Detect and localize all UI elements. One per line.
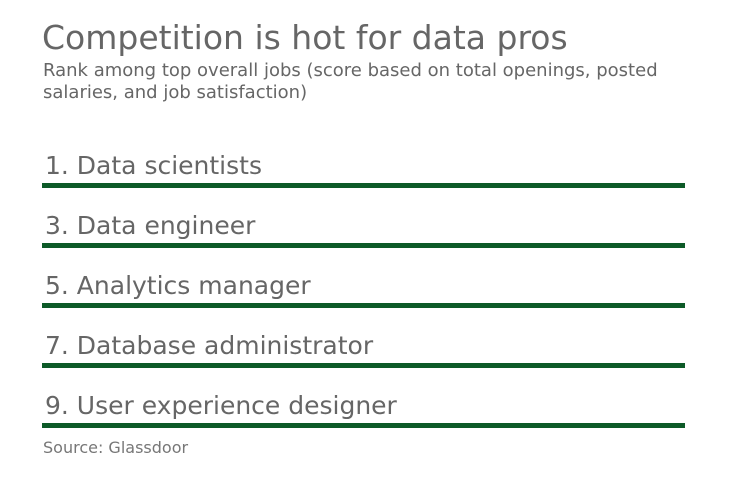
job-item: 5. Analytics manager — [42, 248, 685, 308]
job-label: 5. Analytics manager — [45, 271, 311, 300]
job-list: 1. Data scientists 3. Data engineer 5. Ana… — [42, 128, 685, 428]
job-label: 9. User experience designer — [45, 391, 397, 420]
job-label: 7. Database administrator — [45, 331, 374, 360]
subtitle: Rank among top overall jobs (score based… — [43, 60, 658, 103]
job-item: 3. Data engineer — [42, 188, 685, 248]
title: Competition is hot for data pros — [42, 18, 568, 57]
job-label: 1. Data scientists — [45, 151, 262, 180]
job-item: 9. User experience designer — [42, 368, 685, 428]
source: Source: Glassdoor — [43, 438, 189, 457]
job-label: 3. Data engineer — [45, 211, 256, 240]
job-item: 1. Data scientists — [42, 128, 685, 188]
job-item: 7. Database administrator — [42, 308, 685, 368]
